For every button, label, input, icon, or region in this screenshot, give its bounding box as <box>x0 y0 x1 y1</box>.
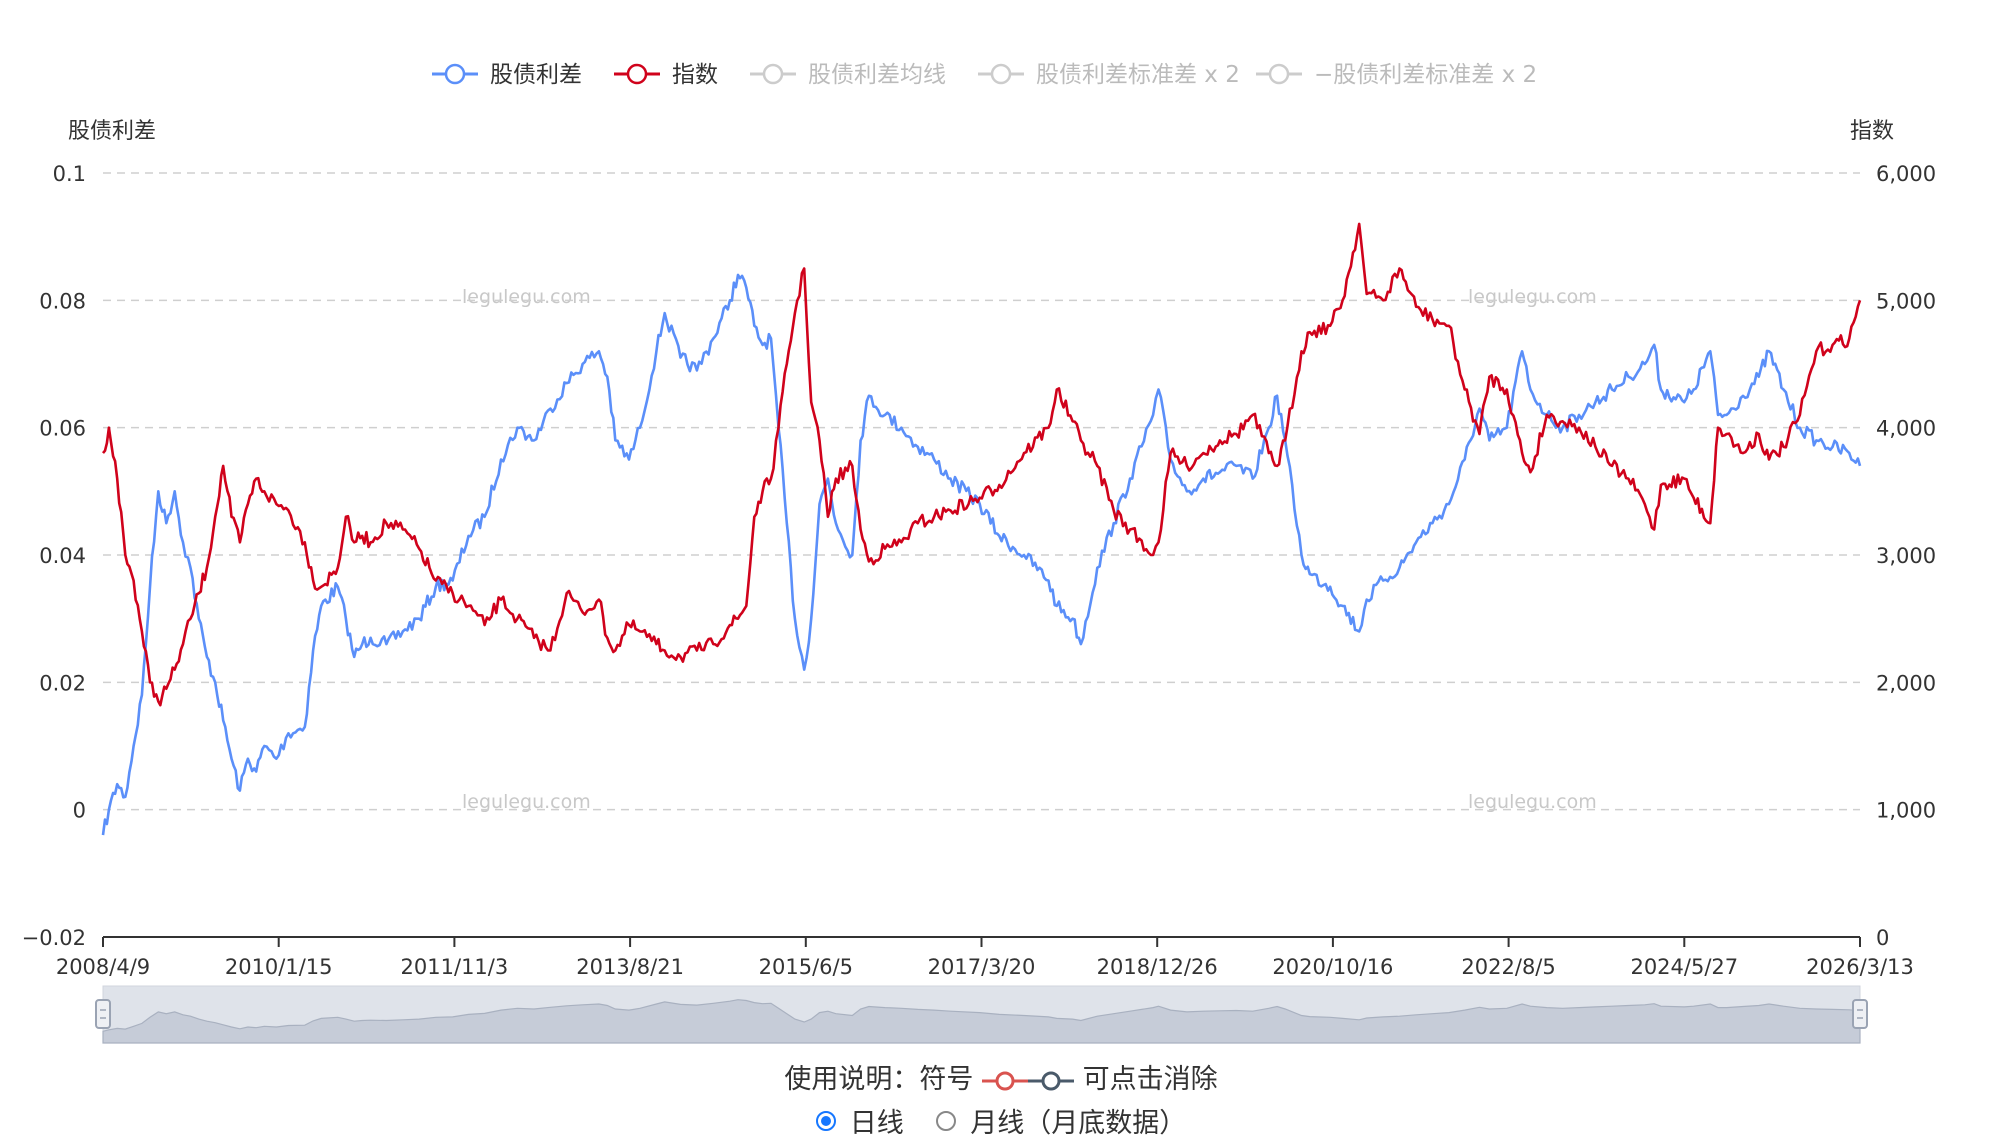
usage-prefix: 使用说明：符号 <box>784 1064 974 1095</box>
right-tick-label: 4,000 <box>1876 417 1936 441</box>
x-tick-label: 2013/8/21 <box>576 955 684 979</box>
x-tick-label: 2011/11/3 <box>401 955 509 979</box>
x-tick-label: 2015/6/5 <box>759 955 853 979</box>
daily-radio-dot[interactable] <box>815 1110 836 1131</box>
usage-suffix: 可点击消除 <box>1082 1064 1218 1095</box>
right-axis-name: 指数 <box>1850 119 1894 144</box>
grid-lines <box>103 172 1860 811</box>
daily-radio[interactable]: 日线 <box>815 1101 904 1140</box>
right-tick-label: 0 <box>1876 926 1889 950</box>
monthly-radio-dot[interactable] <box>936 1110 957 1131</box>
series-line-0 <box>101 273 1862 836</box>
left-axis-ticks: −0.02 0 0.02 0.04 0.06 0.08 0.1 <box>22 162 86 950</box>
monthly-radio-label: 月线（月底数据） <box>970 1108 1187 1139</box>
x-tick-label: 2026/3/13 <box>1806 955 1914 979</box>
zoom-left-handle[interactable] <box>95 999 111 1029</box>
x-tick-label: 2008/4/9 <box>56 955 150 979</box>
x-axis: 2008/4/9 2010/1/15 2011/11/3 2013/8/21 2015/… <box>56 936 1914 979</box>
left-tick-label: 0.08 <box>39 289 86 313</box>
left-tick-label: −0.02 <box>22 926 86 950</box>
legend-label: 股债利差均线 <box>808 62 946 88</box>
x-tick-label: 2022/8/5 <box>1461 955 1555 979</box>
x-tick-label: 2024/5/27 <box>1630 955 1738 979</box>
watermark-2: legulegu.com <box>462 791 591 813</box>
legend-circle-icon <box>626 63 648 85</box>
legend-label: −股债利差标准差 x 2 <box>1314 62 1537 88</box>
zoom-handle-grip-icon[interactable] <box>1852 999 1868 1029</box>
gray-line-symbol-icon <box>1028 1071 1074 1090</box>
zoom-right-handle[interactable] <box>1852 999 1868 1029</box>
right-axis-ticks: 0 1,000 2,000 3,000 4,000 5,000 6,000 <box>1876 162 1936 950</box>
left-tick-label: 0.1 <box>53 162 86 186</box>
left-axis-name: 股债利差 <box>68 119 156 144</box>
right-tick-label: 3,000 <box>1876 544 1936 568</box>
red-line-symbol-icon <box>982 1071 1028 1090</box>
watermarks: legulegu.com legulegu.com legulegu.com legu… <box>462 286 1597 813</box>
right-tick-label: 5,000 <box>1876 289 1936 313</box>
x-tick-label: 2020/10/16 <box>1272 955 1393 979</box>
legend-item-4[interactable]: −股债利差标准差 x 2 <box>1256 62 1537 88</box>
right-tick-label: 2,000 <box>1876 671 1936 695</box>
legend-circle-icon <box>1268 63 1290 85</box>
usage-instructions: 使用说明：符号 可点击消除 <box>0 1057 2002 1096</box>
left-tick-label: 0.04 <box>39 544 86 568</box>
legend-label: 指数 <box>672 62 718 88</box>
watermark-1: legulegu.com <box>1468 286 1597 308</box>
legend-circle-icon <box>444 63 466 85</box>
legend-label: 股债利差 <box>490 62 582 88</box>
x-tick-label: 2018/12/26 <box>1097 955 1218 979</box>
x-tick-label: 2010/1/15 <box>225 955 333 979</box>
right-tick-label: 1,000 <box>1876 799 1936 823</box>
data-zoom-slider[interactable] <box>95 985 1868 1044</box>
period-selector: 日线 月线（月底数据） <box>0 1101 2002 1140</box>
series-lines <box>101 222 1862 836</box>
zoom-handle-grip-icon[interactable] <box>95 999 111 1029</box>
left-tick-label: 0 <box>73 799 86 823</box>
monthly-radio[interactable]: 月线（月底数据） <box>936 1101 1186 1140</box>
chart-svg: 股债利差 指数 股债利差均线 股债利差标准差 x 2 −股债利差标准差 x 2 股债利差… <box>22 62 1936 1044</box>
left-tick-label: 0.02 <box>39 671 86 695</box>
legend-circle-icon <box>990 63 1012 85</box>
series-line-1 <box>102 222 1862 707</box>
watermark-3: legulegu.com <box>1468 791 1597 813</box>
legend-item-3[interactable]: 股债利差标准差 x 2 <box>978 62 1240 88</box>
daily-radio-label: 日线 <box>849 1108 904 1139</box>
zoom-preview <box>102 999 1861 1044</box>
legend: 股债利差 指数 股债利差均线 股债利差标准差 x 2 −股债利差标准差 x 2 <box>432 62 1537 88</box>
legend-item-0[interactable]: 股债利差 <box>432 62 582 88</box>
legend-item-1[interactable]: 指数 <box>614 62 718 88</box>
watermark-0: legulegu.com <box>462 286 591 308</box>
legend-label: 股债利差标准差 x 2 <box>1036 62 1240 88</box>
legend-circle-icon <box>762 63 784 85</box>
x-tick-label: 2017/3/20 <box>928 955 1036 979</box>
right-tick-label: 6,000 <box>1876 162 1936 186</box>
left-tick-label: 0.06 <box>39 417 86 441</box>
legend-item-2[interactable]: 股债利差均线 <box>750 62 946 88</box>
